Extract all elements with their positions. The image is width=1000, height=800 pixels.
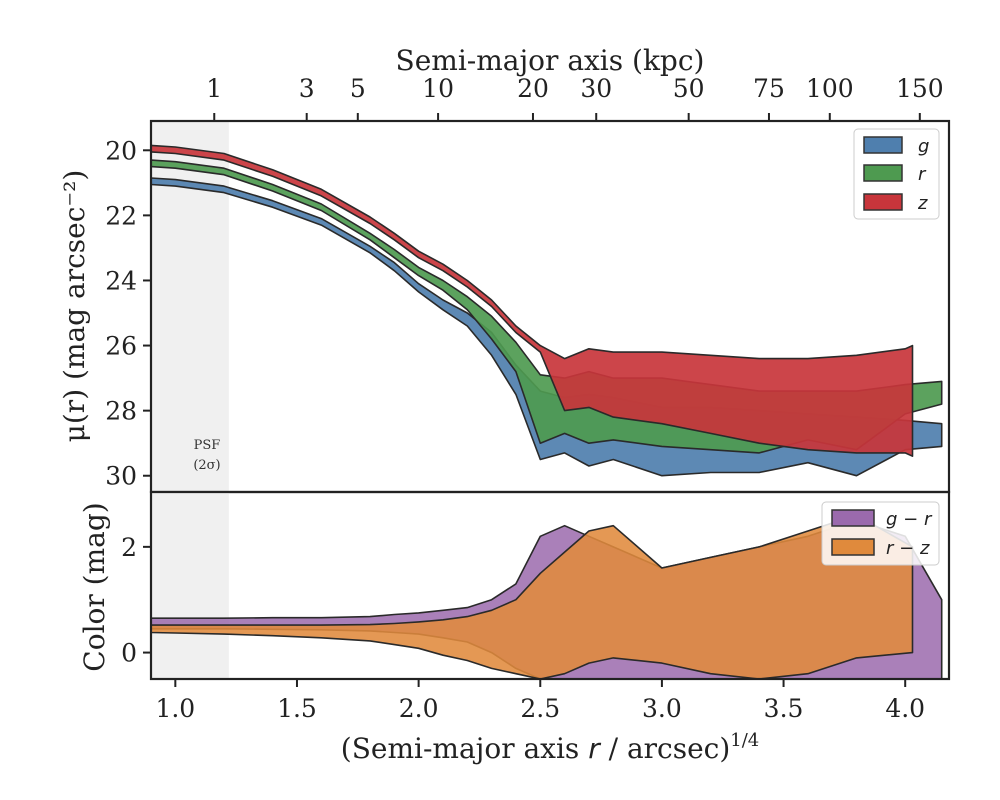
y-tick-label: 20 bbox=[105, 136, 137, 165]
top-tick-label: 150 bbox=[896, 74, 944, 103]
legend-swatch-r-z bbox=[831, 538, 875, 556]
x-tick-label: 4.0 bbox=[885, 694, 925, 723]
x-tick-label: 3.0 bbox=[642, 694, 682, 723]
legend-swatch-z bbox=[863, 193, 903, 211]
legend-swatch-g bbox=[863, 136, 903, 154]
y-tick-label: 30 bbox=[105, 462, 137, 491]
legend-top: g r z bbox=[853, 128, 940, 220]
psf-label: PSF bbox=[194, 438, 221, 453]
x-tick-label: 1.0 bbox=[155, 694, 195, 723]
x-axis-ticks: 1.0 1.5 2.0 2.5 3.0 3.5 4.0 bbox=[155, 679, 925, 723]
y-tick-label: 24 bbox=[105, 266, 137, 295]
top-tick-label: 75 bbox=[753, 74, 785, 103]
series-r-z-area bbox=[151, 514, 914, 679]
legend-label-r: r bbox=[918, 164, 927, 185]
series-z-area bbox=[151, 144, 914, 457]
top-tick-label: 3 bbox=[299, 74, 315, 103]
y-tick-label: 0 bbox=[121, 639, 137, 668]
legend-label-g-r: g − r bbox=[886, 509, 933, 530]
top-tick-label: 30 bbox=[580, 74, 612, 103]
top-tick-label: 5 bbox=[350, 74, 366, 103]
x-axis-title: (Semi-major axis r / arcsec)1/4 bbox=[341, 730, 759, 765]
x-tick-label: 1.5 bbox=[277, 694, 317, 723]
x-tick-label: 2.5 bbox=[520, 694, 560, 723]
y-axis-top-ticks: 20 22 24 26 28 30 bbox=[105, 136, 151, 491]
x-tick-label: 2.0 bbox=[399, 694, 439, 723]
psf-band-bottom bbox=[151, 494, 229, 679]
legend-bottom: g − r r − z bbox=[821, 501, 940, 566]
y-tick-label: 2 bbox=[121, 533, 137, 562]
top-axis-title: Semi-major axis (kpc) bbox=[396, 44, 705, 77]
top-axis-ticks: 1 3 5 10 20 30 50 75 100 150 bbox=[206, 74, 944, 121]
surface-brightness-series bbox=[151, 144, 943, 477]
top-tick-label: 20 bbox=[517, 74, 549, 103]
legend-label-g: g bbox=[918, 136, 929, 157]
top-tick-label: 100 bbox=[806, 74, 854, 103]
legend-label-r-z: r − z bbox=[886, 538, 930, 559]
y-axis-bottom-ticks: 02 bbox=[121, 533, 151, 668]
y-axis-title-top: μ(r) (mag arcsec⁻²) bbox=[58, 170, 91, 443]
top-tick-label: 10 bbox=[422, 74, 454, 103]
psf-band-top bbox=[151, 121, 229, 492]
bottom-panel-frame bbox=[149, 490, 951, 681]
legend-swatch-g-r bbox=[831, 509, 875, 527]
legend-swatch-r bbox=[863, 164, 903, 182]
y-axis-title-bottom: Color (mag) bbox=[78, 502, 111, 671]
x-tick-label: 3.5 bbox=[764, 694, 804, 723]
top-tick-label: 1 bbox=[206, 74, 222, 103]
psf-sigma-label: (2σ) bbox=[193, 458, 220, 473]
top-tick-label: 50 bbox=[673, 74, 705, 103]
y-tick-label: 28 bbox=[105, 397, 137, 426]
y-tick-label: 22 bbox=[105, 201, 137, 230]
legend-label-z: z bbox=[917, 193, 928, 214]
y-tick-label: 26 bbox=[105, 332, 137, 361]
color-series bbox=[151, 514, 943, 679]
